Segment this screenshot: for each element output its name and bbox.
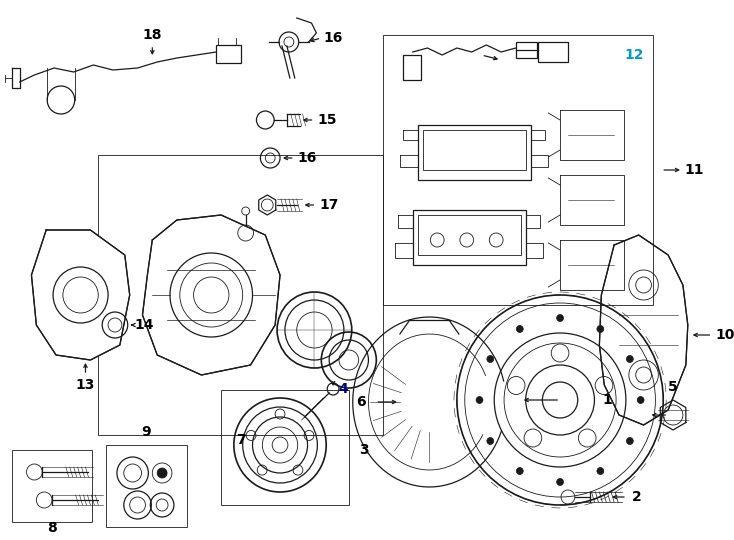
- Bar: [403, 55, 421, 80]
- Text: 15: 15: [317, 113, 337, 127]
- Text: 6: 6: [356, 395, 366, 409]
- Text: 10: 10: [716, 328, 734, 342]
- Circle shape: [556, 314, 564, 321]
- Circle shape: [157, 468, 167, 478]
- Polygon shape: [142, 215, 280, 375]
- Text: 16: 16: [324, 31, 343, 45]
- Circle shape: [637, 396, 644, 403]
- Text: 13: 13: [76, 378, 95, 392]
- Text: 2: 2: [632, 490, 642, 504]
- Circle shape: [626, 437, 633, 444]
- Polygon shape: [600, 235, 688, 425]
- Bar: [539, 42, 568, 62]
- Bar: [12, 450, 92, 522]
- Text: 11: 11: [685, 163, 705, 177]
- Bar: [516, 42, 537, 58]
- Text: 4: 4: [338, 382, 348, 396]
- Bar: [221, 390, 349, 505]
- Circle shape: [516, 468, 523, 475]
- Bar: [418, 215, 520, 255]
- Bar: [383, 35, 653, 305]
- Text: 7: 7: [236, 433, 246, 447]
- Text: 18: 18: [142, 28, 162, 42]
- Circle shape: [516, 326, 523, 333]
- Text: 17: 17: [319, 198, 339, 212]
- Text: 5: 5: [668, 380, 678, 394]
- Bar: [423, 130, 526, 170]
- Bar: [418, 125, 531, 180]
- Polygon shape: [32, 230, 130, 360]
- Circle shape: [597, 326, 604, 333]
- Text: 16: 16: [298, 151, 317, 165]
- Text: 9: 9: [142, 425, 151, 439]
- Bar: [106, 445, 186, 527]
- Bar: [217, 45, 241, 63]
- Text: 1: 1: [603, 393, 612, 407]
- Circle shape: [597, 468, 604, 475]
- Circle shape: [487, 437, 494, 444]
- Text: 14: 14: [135, 318, 154, 332]
- Circle shape: [626, 355, 633, 362]
- Text: 12: 12: [624, 48, 644, 62]
- Bar: [413, 210, 526, 265]
- Text: 8: 8: [47, 521, 57, 535]
- Circle shape: [556, 478, 564, 485]
- Circle shape: [476, 396, 483, 403]
- Circle shape: [487, 355, 494, 362]
- Text: 3: 3: [359, 443, 368, 457]
- Bar: [98, 155, 383, 435]
